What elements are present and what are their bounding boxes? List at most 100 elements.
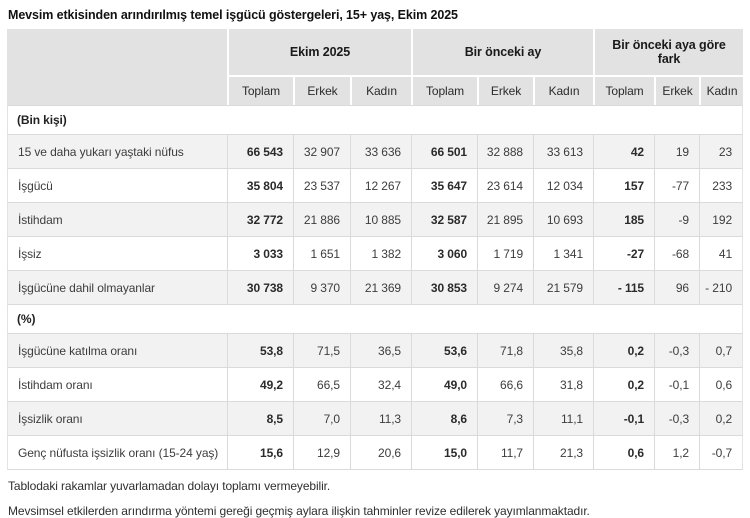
cell-value: 20,6 [350, 435, 412, 470]
cell-value: 8,5 [227, 401, 293, 435]
column-group-fark: Bir önceki aya göre fark [593, 29, 744, 75]
row-label: 15 ve daha yukarı yaştaki nüfus [7, 134, 227, 168]
cell-value: 11,7 [477, 435, 534, 470]
row-label: İstihdam oranı [7, 367, 227, 401]
cell-value: 71,8 [477, 333, 534, 367]
cell-value: -68 [654, 236, 700, 270]
table-row: 15 ve daha yukarı yaştaki nüfus 66 543 32 … [7, 134, 744, 168]
cell-value: 1 719 [477, 236, 534, 270]
cell-value: -0,3 [654, 401, 700, 435]
cell-value: 9 370 [293, 270, 350, 304]
cell-value: 12,9 [293, 435, 350, 470]
footnote-rounding: Tablodaki rakamlar yuvarlamadan dolayı t… [8, 479, 331, 493]
cell-value: 0,2 [699, 401, 744, 435]
cell-value: 35,8 [533, 333, 594, 367]
cell-value: 23 614 [477, 168, 534, 202]
col-header-erkek: Erkek [293, 75, 350, 105]
cell-value: 21 369 [350, 270, 412, 304]
cell-value: 15,6 [227, 435, 293, 470]
cell-value: 71,5 [293, 333, 350, 367]
cell-value: 32 907 [293, 134, 350, 168]
cell-value: 233 [699, 168, 744, 202]
cell-value: 42 [593, 134, 655, 168]
cell-value: 53,6 [411, 333, 478, 367]
cell-value: 1 382 [350, 236, 412, 270]
table-row: İşgücü 35 804 23 537 12 267 35 647 23 614 12 0… [7, 168, 744, 202]
cell-value: -0,7 [699, 435, 744, 470]
cell-value: -0,1 [654, 367, 700, 401]
row-label: İşsizlik oranı [7, 401, 227, 435]
cell-value: 15,0 [411, 435, 478, 470]
cell-value: 66 543 [227, 134, 293, 168]
cell-value: 33 636 [350, 134, 412, 168]
col-header-toplam: Toplam [227, 75, 293, 105]
cell-value: 3 060 [411, 236, 478, 270]
col-header-kadin: Kadın [350, 75, 412, 105]
cell-value: 0,2 [593, 367, 655, 401]
cell-value: 0,6 [699, 367, 744, 401]
cell-value: -0,3 [654, 333, 700, 367]
cell-value: 1 341 [533, 236, 594, 270]
cell-value: 32,4 [350, 367, 412, 401]
labor-force-table: Ekim 2025 Bir önceki ay Bir önceki aya g… [7, 29, 744, 470]
cell-value: 12 034 [533, 168, 594, 202]
row-label: İşsiz [7, 236, 227, 270]
cell-value: 21 579 [533, 270, 594, 304]
cell-value: -9 [654, 202, 700, 236]
cell-value: 32 888 [477, 134, 534, 168]
col-header-toplam: Toplam [411, 75, 478, 105]
cell-value: 21 886 [293, 202, 350, 236]
cell-value: 66,5 [293, 367, 350, 401]
cell-value: 192 [699, 202, 744, 236]
footnotes: Tablodaki rakamlar yuvarlamadan dolayı t… [8, 479, 743, 518]
cell-value: 157 [593, 168, 655, 202]
table-row: Genç nüfusta işsizlik oranı (15-24 yaş) 1… [7, 435, 744, 470]
row-label: İşgücüne katılma oranı [7, 333, 227, 367]
cell-value: 11,1 [533, 401, 594, 435]
cell-value: 0,2 [593, 333, 655, 367]
table-header: Ekim 2025 Bir önceki ay Bir önceki aya g… [7, 29, 744, 105]
table-body: (Bin kişi) 15 ve daha yukarı yaştaki nüfu… [7, 105, 744, 470]
column-group-onceki-ay: Bir önceki ay [411, 29, 594, 75]
cell-value: 96 [654, 270, 700, 304]
cell-value: 9 274 [477, 270, 534, 304]
col-header-erkek: Erkek [477, 75, 534, 105]
cell-value: 10 693 [533, 202, 594, 236]
cell-value: 32 772 [227, 202, 293, 236]
cell-value: 66 501 [411, 134, 478, 168]
cell-value: 11,3 [350, 401, 412, 435]
row-label: İstihdam [7, 202, 227, 236]
column-group-ekim-2025: Ekim 2025 [227, 29, 412, 75]
cell-value: 36,5 [350, 333, 412, 367]
cell-value: 23 [699, 134, 744, 168]
section-header: (Bin kişi) [7, 105, 744, 134]
table-row: İstihdam 32 772 21 886 10 885 32 587 21 895 10… [7, 202, 744, 236]
section-header-row: (%) [7, 304, 744, 333]
footnote-revision: Mevsimsel etkilerden arındırma yöntemi g… [8, 504, 590, 518]
corner-cell [7, 29, 227, 105]
cell-value: 1,2 [654, 435, 700, 470]
cell-value: 66,6 [477, 367, 534, 401]
cell-value: - 115 [593, 270, 655, 304]
cell-value: - 210 [699, 270, 744, 304]
cell-value: 0,7 [699, 333, 744, 367]
group-header-row: Ekim 2025 Bir önceki ay Bir önceki aya g… [7, 29, 744, 105]
cell-value: -77 [654, 168, 700, 202]
cell-value: -27 [593, 236, 655, 270]
cell-value: -0,1 [593, 401, 655, 435]
cell-value: 21,3 [533, 435, 594, 470]
cell-value: 7,3 [477, 401, 534, 435]
cell-value: 23 537 [293, 168, 350, 202]
cell-value: 35 804 [227, 168, 293, 202]
table-row: İşgücüne katılma oranı 53,8 71,5 36,5 53,6 71… [7, 333, 744, 367]
table-row: İşgücüne dahil olmayanlar 30 738 9 370 21 3… [7, 270, 744, 304]
cell-value: 3 033 [227, 236, 293, 270]
col-header-erkek: Erkek [654, 75, 700, 105]
row-label: İşgücüne dahil olmayanlar [7, 270, 227, 304]
cell-value: 21 895 [477, 202, 534, 236]
cell-value: 32 587 [411, 202, 478, 236]
cell-value: 0,6 [593, 435, 655, 470]
row-label: Genç nüfusta işsizlik oranı (15-24 yaş) [7, 435, 227, 470]
cell-value: 49,0 [411, 367, 478, 401]
cell-value: 35 647 [411, 168, 478, 202]
